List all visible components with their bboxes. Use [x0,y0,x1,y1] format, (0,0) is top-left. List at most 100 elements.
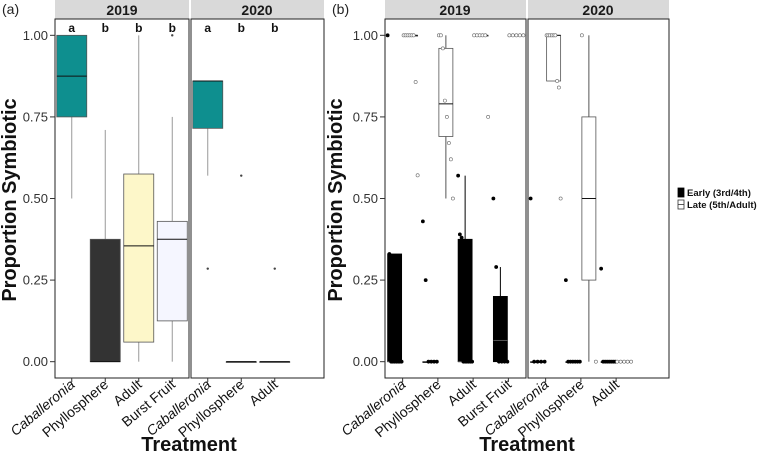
panel-b-y-tick-label: 0.75 [353,109,378,124]
box-a-2019-phyllosphere [89,238,121,363]
box-b-point-2019-adult-early [459,235,464,240]
box-b-point-2019-phyllosphere-early [434,359,439,364]
box-b-point-2020-caballeronia-early [535,359,540,364]
panel-b-x-axis-title: Treatment [479,434,575,455]
box-b-point-2019-phyllosphere-early [420,219,425,224]
panel-b-facet-2020-border [527,18,670,379]
box-b-point-2020-phyllosphere-late [593,359,598,364]
letter-a-2019-phyllosphere: b [102,21,109,35]
letter-a-2019-adult: b [135,21,142,35]
panel-a-y-tick-label: 1.00 [23,28,48,43]
box-b-2019-phyllosphere-late [438,47,454,137]
box-b-2019-adult-early [457,238,473,363]
box-b-point-2019-burst-fruit-late [521,33,526,38]
panel-b-y-tick-label: 0.25 [353,273,378,288]
box-a-2020-caballeronia [192,80,224,129]
panel-a-label: (a) [2,1,19,17]
box-b-point-2020-adult-late [622,359,627,364]
box-a-outlier-2020-adult [273,267,276,270]
letter-a-2020-caballeronia: a [204,21,211,35]
box-b-point-2019-burst-fruit-late [517,33,522,38]
panel-b-y-axis-title: Proportion Symbiotic [325,98,347,301]
panel-b-strip-2019-label: 2019 [439,2,470,18]
panel-b-y-tick-label: 0.00 [353,354,378,369]
box-b-point-2020-caballeronia-late [553,33,558,38]
box-b-point-2019-phyllosphere-late [450,196,455,201]
box-b-point-2019-phyllosphere-late [444,115,449,119]
panel-b-strip-2020-label: 2020 [582,2,613,18]
box-b-point-2020-caballeronia-early [542,359,547,364]
box-b-point-2019-adult-early [456,173,461,178]
panel-a-y-tick-label: 0.25 [23,273,48,288]
box-b-point-2020-adult-late [618,359,623,364]
box-b-point-2020-phyllosphere-early [577,359,582,364]
panel-a-y-tick-label: 0.00 [23,354,48,369]
panel-b-marks [385,33,634,364]
box-b-point-2019-caballeronia-late [415,173,420,178]
panel-b: (b) 2019 2020 Proportion Symbiotic Treat… [325,0,757,455]
box-b-point-2020-adult-late [615,359,620,364]
panel-b-x-tick-label-2020-adult: Adult [587,376,622,409]
panel-b-legend: Early (3rd/4th) Late (5th/Adult) [677,187,757,211]
box-b-point-2019-phyllosphere-late [442,98,447,103]
box-b-point-2019-phyllosphere-late [448,157,453,162]
panel-b-label: (b) [332,1,349,17]
panel-a-x-tick-label-2020-adult: Adult [246,376,281,409]
panel-b-y-tick-label: 0.50 [353,191,378,206]
panel-b-y-tick-label: 1.00 [353,28,378,43]
box-b-point-2020-phyllosphere-late [579,33,584,38]
box-b-point-2019-caballeronia-late [413,80,418,84]
legend-label-late: Late (5th/Adult) [687,200,757,211]
box-b-point-2020-adult-late [625,359,630,364]
box-a-2019-burst-fruit [156,220,188,322]
box-a-outlier-2020-caballeronia [206,267,209,270]
panel-a-facet-2020-border [190,18,325,379]
box-b-point-2019-phyllosphere-late [440,46,445,51]
box-b-point-2019-burst-fruit-early [494,265,499,269]
box-b-point-2020-caballeronia-early [528,196,533,201]
box-a-2019-adult [123,173,155,343]
box-b-2019-burst-fruit-early [492,296,508,363]
box-b-point-2020-caballeronia-late [558,196,563,201]
panel-a: (a) 2019 2020 Proportion Symbiotic Treat… [0,0,325,455]
panel-a-x-axis-title: Treatment [141,434,237,455]
letter-a-2019-burst-fruit: b [169,21,176,35]
box-a-outlier-2019-burst-fruit [171,34,174,37]
panel-a-y-ticks: 0.00 0.25 0.50 0.75 1.00 [23,28,55,369]
box-b-point-2020-caballeronia-late [556,85,561,90]
box-b-point-2019-burst-fruit-late [507,33,512,38]
box-b-point-2019-adult-early [457,232,462,237]
box-b-point-2019-phyllosphere-late [446,141,451,145]
box-b-point-2019-adult-early [470,359,475,364]
box-b-point-2019-adult-late [486,115,491,119]
panel-a-y-tick-label: 0.75 [23,109,48,124]
panel-a-strip-2019-label: 2019 [106,2,137,18]
box-b-point-2019-caballeronia-early [387,252,392,256]
box-b-point-2019-burst-fruit-early [491,196,496,201]
panel-a-strip-2020-label: 2020 [241,2,272,18]
letter-a-2019-caballeronia: a [68,21,75,35]
box-b-2020-caballeronia-late [546,34,562,82]
panel-a-y-tick-label: 0.50 [23,191,48,206]
letter-a-2020-phyllosphere: b [238,21,245,35]
box-b-point-2020-phyllosphere-early [563,278,568,282]
box-b-point-2019-phyllosphere-late [438,33,443,38]
box-b-point-2019-adult-late [483,33,488,38]
panel-b-strip-2019 [385,0,526,19]
legend-label-early: Early (3rd/4th) [687,188,751,199]
panel-b-strip-2020 [528,0,669,19]
box-b-point-2020-adult-early [599,266,604,271]
box-b-point-2019-burst-fruit-early [505,359,510,364]
box-b-2019-caballeronia-early [387,253,403,363]
panel-a-strip-2020 [191,0,324,19]
box-b-point-2019-burst-fruit-late [510,33,515,38]
box-b-point-2019-caballeronia-early [399,359,404,364]
legend-key-early [677,187,685,198]
box-b-point-2019-caballeronia-early [385,33,390,38]
box-a-outlier-2020-phyllosphere [240,174,243,177]
box-b-point-2020-adult-late [629,359,634,364]
